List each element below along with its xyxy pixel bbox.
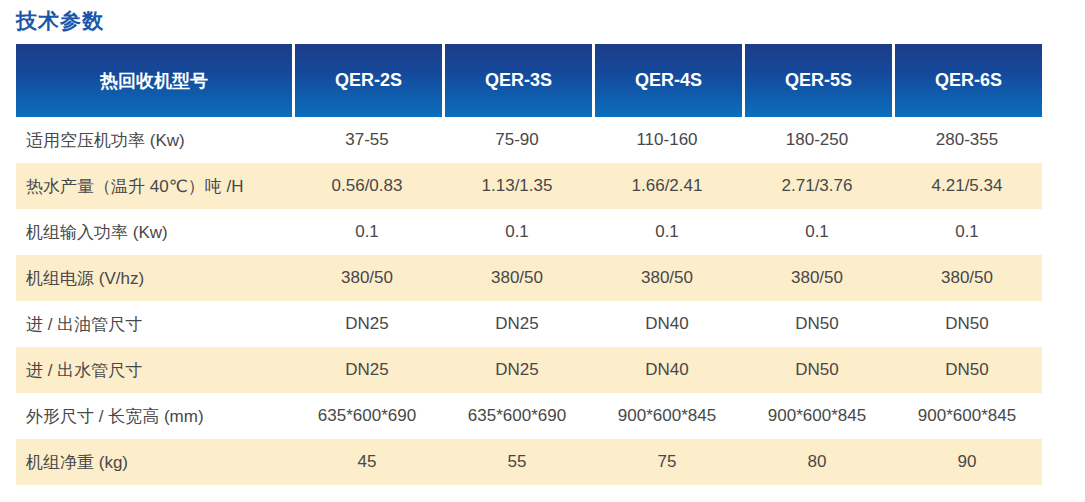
row-value-cell: 0.1 (742, 222, 892, 242)
row-value-cell: 635*600*690 (292, 406, 442, 426)
table-row: 机组净重 (kg)4555758090 (16, 439, 1042, 485)
row-value-cell: DN40 (592, 314, 742, 334)
header-model-cell: QER-4S (592, 44, 742, 117)
row-label-cell: 外形尺寸 / 长宽高 (mm) (16, 405, 292, 428)
row-value-cell: 0.1 (892, 222, 1042, 242)
row-value-cell: 90 (892, 452, 1042, 472)
row-value-cell: 2.71/3.76 (742, 176, 892, 196)
row-value-cell: 0.56/0.83 (292, 176, 442, 196)
row-label-cell: 热水产量（温升 40℃）吨 /H (16, 175, 292, 198)
row-value-cell: 110-160 (592, 130, 742, 150)
row-value-cell: 0.1 (442, 222, 592, 242)
row-value-cell: 37-55 (292, 130, 442, 150)
row-value-cell: DN40 (592, 360, 742, 380)
row-value-cell: 280-355 (892, 130, 1042, 150)
row-value-cell: 55 (442, 452, 592, 472)
row-value-cell: 900*600*845 (592, 406, 742, 426)
header-model-cell: QER-2S (292, 44, 442, 117)
table-row: 机组输入功率 (Kw)0.10.10.10.10.1 (16, 209, 1042, 255)
row-value-cell: DN25 (292, 314, 442, 334)
table-row: 机组电源 (V/hz)380/50380/50380/50380/50380/5… (16, 255, 1042, 301)
row-value-cell: 80 (742, 452, 892, 472)
row-value-cell: 4.21/5.34 (892, 176, 1042, 196)
row-label-cell: 机组电源 (V/hz) (16, 267, 292, 290)
row-value-cell: 900*600*845 (742, 406, 892, 426)
row-value-cell: 380/50 (442, 268, 592, 288)
row-value-cell: DN50 (892, 360, 1042, 380)
row-value-cell: 1.13/1.35 (442, 176, 592, 196)
row-value-cell: DN50 (892, 314, 1042, 334)
row-value-cell: 180-250 (742, 130, 892, 150)
header-model-cell: QER-5S (742, 44, 892, 117)
row-value-cell: DN25 (442, 360, 592, 380)
table-row: 适用空压机功率 (Kw)37-5575-90110-160180-250280-… (16, 117, 1042, 163)
row-label-cell: 适用空压机功率 (Kw) (16, 129, 292, 152)
row-value-cell: 75 (592, 452, 742, 472)
table-row: 热水产量（温升 40℃）吨 /H0.56/0.831.13/1.351.66/2… (16, 163, 1042, 209)
row-value-cell: 900*600*845 (892, 406, 1042, 426)
row-value-cell: DN25 (442, 314, 592, 334)
row-value-cell: 75-90 (442, 130, 592, 150)
table-header-row: 热回收机型号 QER-2SQER-3SQER-4SQER-5SQER-6S (16, 44, 1042, 117)
table-row: 外形尺寸 / 长宽高 (mm)635*600*690635*600*690900… (16, 393, 1042, 439)
row-label-cell: 进 / 出油管尺寸 (16, 313, 292, 336)
header-model-cell: QER-6S (892, 44, 1042, 117)
page: 技术参数 热回收机型号 QER-2SQER-3SQER-4SQER-5SQER-… (0, 0, 1085, 502)
header-model-cell: QER-3S (442, 44, 592, 117)
row-label-cell: 进 / 出水管尺寸 (16, 359, 292, 382)
row-value-cell: 1.66/2.41 (592, 176, 742, 196)
row-value-cell: 380/50 (592, 268, 742, 288)
row-value-cell: 0.1 (292, 222, 442, 242)
row-label-cell: 机组输入功率 (Kw) (16, 221, 292, 244)
page-title: 技术参数 (16, 7, 104, 35)
table-row: 进 / 出油管尺寸DN25DN25DN40DN50DN50 (16, 301, 1042, 347)
header-model-label-cell: 热回收机型号 (16, 44, 292, 117)
row-value-cell: 45 (292, 452, 442, 472)
table-row: 进 / 出水管尺寸DN25DN25DN40DN50DN50 (16, 347, 1042, 393)
row-value-cell: 635*600*690 (442, 406, 592, 426)
row-value-cell: 380/50 (892, 268, 1042, 288)
row-value-cell: DN50 (742, 360, 892, 380)
row-value-cell: DN25 (292, 360, 442, 380)
row-value-cell: 380/50 (742, 268, 892, 288)
spec-table: 热回收机型号 QER-2SQER-3SQER-4SQER-5SQER-6S 适用… (16, 44, 1042, 485)
row-value-cell: 0.1 (592, 222, 742, 242)
row-label-cell: 机组净重 (kg) (16, 451, 292, 474)
table-body: 适用空压机功率 (Kw)37-5575-90110-160180-250280-… (16, 117, 1042, 485)
row-value-cell: 380/50 (292, 268, 442, 288)
row-value-cell: DN50 (742, 314, 892, 334)
